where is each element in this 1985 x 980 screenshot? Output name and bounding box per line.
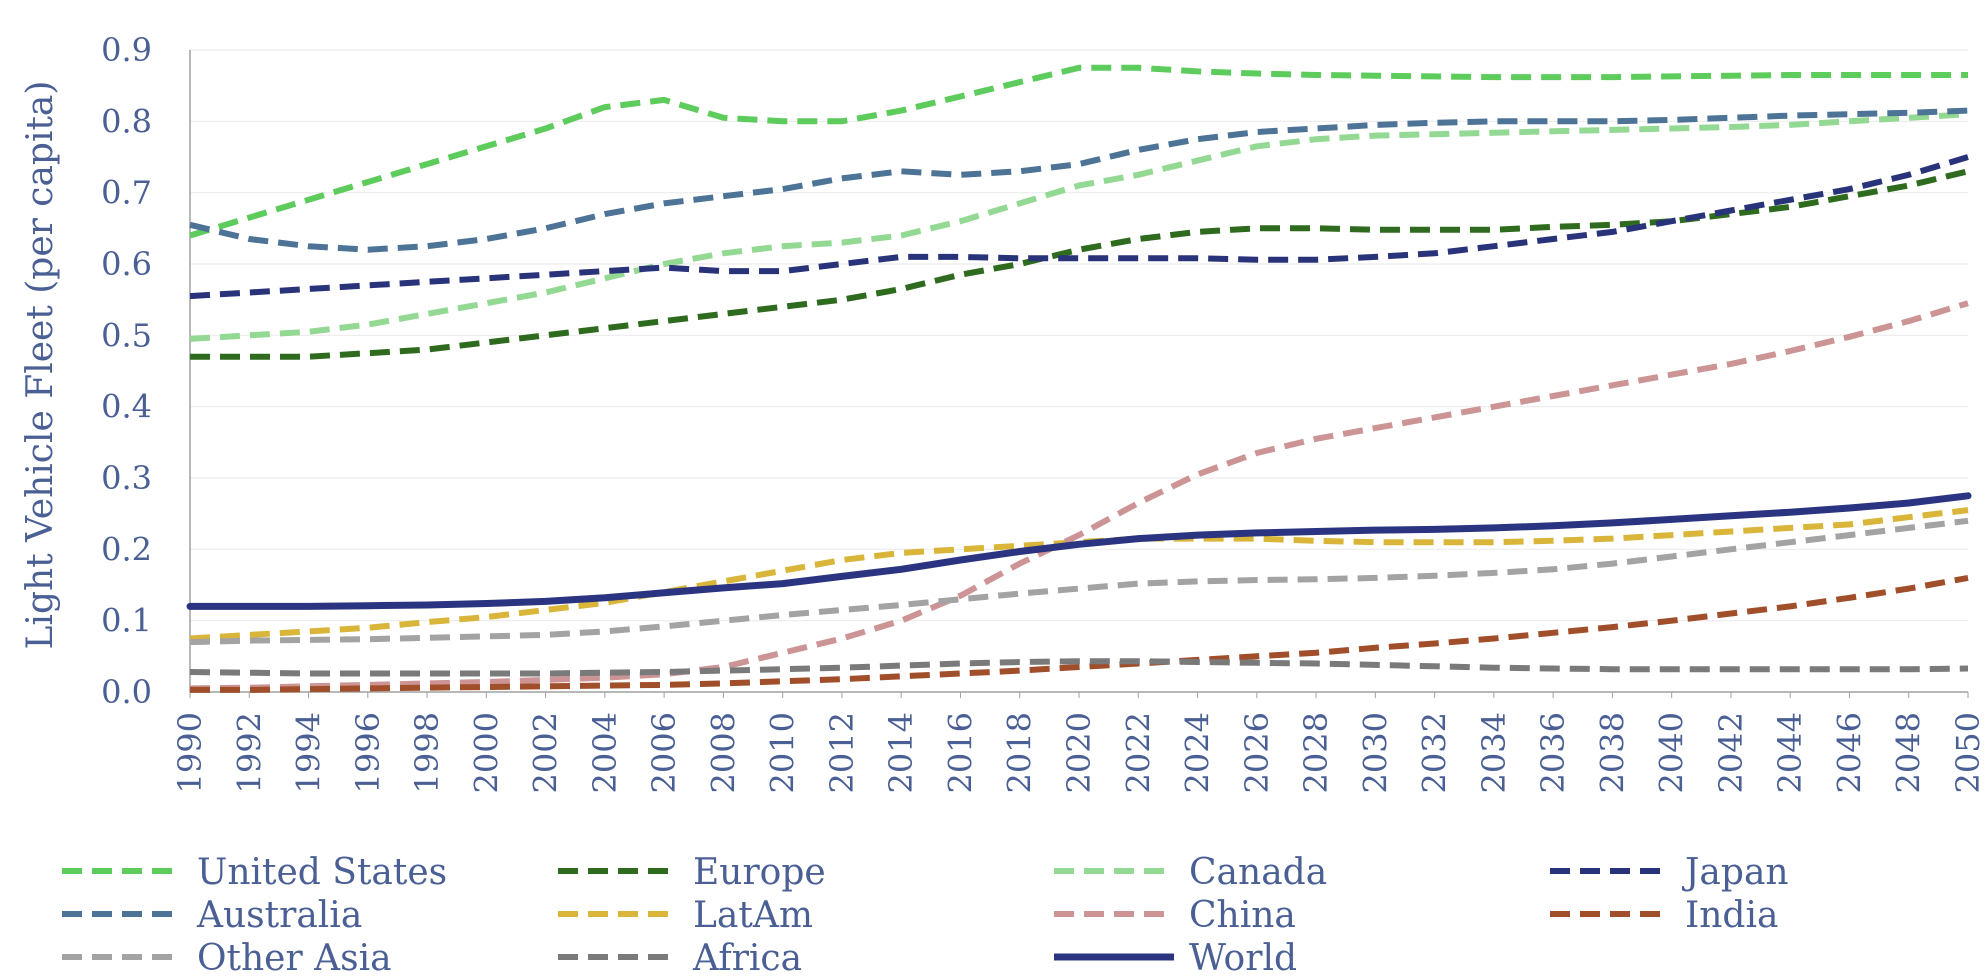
y-tick-labels: 0.0 0.1 0.2 0.3 0.4 0.5 0.6 0.7 0.8 0.9 <box>101 31 152 711</box>
y-tick-label: 0.2 <box>101 530 152 568</box>
legend-label: China <box>1189 895 1296 936</box>
y-tick-label: 0.0 <box>101 673 152 711</box>
x-tick-label: 2004 <box>586 712 624 793</box>
legend-label: Canada <box>1189 852 1327 893</box>
y-tick-label: 0.7 <box>101 174 152 212</box>
legend-label: Europe <box>693 852 826 893</box>
x-tick-label: 2006 <box>645 712 683 793</box>
legend-item-australia: Australia <box>62 895 362 936</box>
legend-item-canada: Canada <box>1054 852 1327 893</box>
x-tick-labels: 1990 1992 1994 1996 1998 2000 2002 2004 2006 2008… <box>171 712 1985 793</box>
legend-label: United States <box>197 852 447 893</box>
y-tick-label: 0.8 <box>101 102 152 140</box>
legend-label: Australia <box>196 895 362 936</box>
x-tick-label: 2028 <box>1297 712 1335 793</box>
legend-label: Other Asia <box>197 938 392 979</box>
y-tick-label: 0.5 <box>101 316 152 354</box>
x-tick-label: 2032 <box>1416 712 1454 793</box>
y-axis-title: Light Vehicle Fleet (per capita) <box>20 81 61 650</box>
x-tick-label: 2038 <box>1593 712 1631 793</box>
x-tick-label: 2030 <box>1356 712 1394 793</box>
y-tick-label: 0.9 <box>101 31 152 69</box>
x-tick-label: 2034 <box>1475 712 1513 793</box>
series-line-other-asia <box>189 517 1969 646</box>
x-tick-label: 2022 <box>1119 712 1157 793</box>
y-tick-label: 0.6 <box>101 245 152 283</box>
series-line-australia <box>189 107 1969 253</box>
legend-item-india: India <box>1550 895 1778 936</box>
series-line-world <box>186 492 1972 610</box>
x-tick-label: 2018 <box>1001 712 1039 793</box>
x-tick-label: 2046 <box>1830 712 1868 793</box>
x-tick-label: 2042 <box>1712 712 1750 793</box>
legend-item-japan: Japan <box>1550 852 1789 893</box>
legend-label: Japan <box>1681 852 1789 893</box>
x-tick-label: 2010 <box>764 712 802 793</box>
series-lines <box>186 64 1972 693</box>
x-tick-label: 2048 <box>1890 712 1928 793</box>
gridlines <box>190 49 1968 622</box>
y-tick-label: 0.1 <box>101 602 152 640</box>
legend-label: India <box>1685 895 1778 936</box>
x-tick-label: 2020 <box>1060 712 1098 793</box>
x-tick-label: 2050 <box>1949 712 1985 793</box>
legend: United States Europe Canada Japan Australia L… <box>62 852 1789 979</box>
series-line-africa <box>189 658 1969 677</box>
x-tick-label: 2040 <box>1653 712 1691 793</box>
legend-item-united-states: United States <box>62 852 447 893</box>
legend-item-other-asia: Other Asia <box>62 938 392 979</box>
x-tick-label: 1990 <box>171 712 209 793</box>
x-tick-label: 2016 <box>941 712 979 793</box>
series-line-china <box>189 300 1969 692</box>
x-tick-label: 2012 <box>823 712 861 793</box>
x-tick-label: 2044 <box>1771 712 1809 793</box>
x-tick-label: 2026 <box>1238 712 1276 793</box>
y-tick-label: 0.4 <box>101 388 152 426</box>
x-tick-label: 1992 <box>230 712 268 793</box>
series-line-latam <box>189 507 1969 642</box>
series-line-india <box>190 574 1969 693</box>
x-tick-label: 1994 <box>290 712 328 793</box>
axes <box>189 50 1969 698</box>
x-tick-label: 2000 <box>467 712 505 793</box>
legend-item-africa: Africa <box>558 938 802 979</box>
x-tick-label: 2008 <box>704 712 742 793</box>
series-line-united-states <box>189 64 1968 239</box>
legend-label: World <box>1189 938 1297 979</box>
legend-item-world: World <box>1054 938 1297 979</box>
legend-item-europe: Europe <box>558 852 826 893</box>
x-tick-label: 2036 <box>1534 712 1572 793</box>
x-tick-label: 2014 <box>882 712 920 793</box>
legend-label: Africa <box>692 938 802 979</box>
x-tick-label: 1996 <box>349 712 387 793</box>
x-tick-label: 1998 <box>408 712 446 793</box>
legend-item-china: China <box>1054 895 1296 936</box>
series-line-japan <box>189 154 1969 300</box>
legend-label: LatAm <box>693 895 813 936</box>
x-tick-label: 2024 <box>1179 712 1217 793</box>
legend-item-latam: LatAm <box>558 895 813 936</box>
y-tick-label: 0.3 <box>101 459 152 497</box>
series-line-canada <box>189 111 1969 342</box>
x-tick-label: 2002 <box>527 712 565 793</box>
